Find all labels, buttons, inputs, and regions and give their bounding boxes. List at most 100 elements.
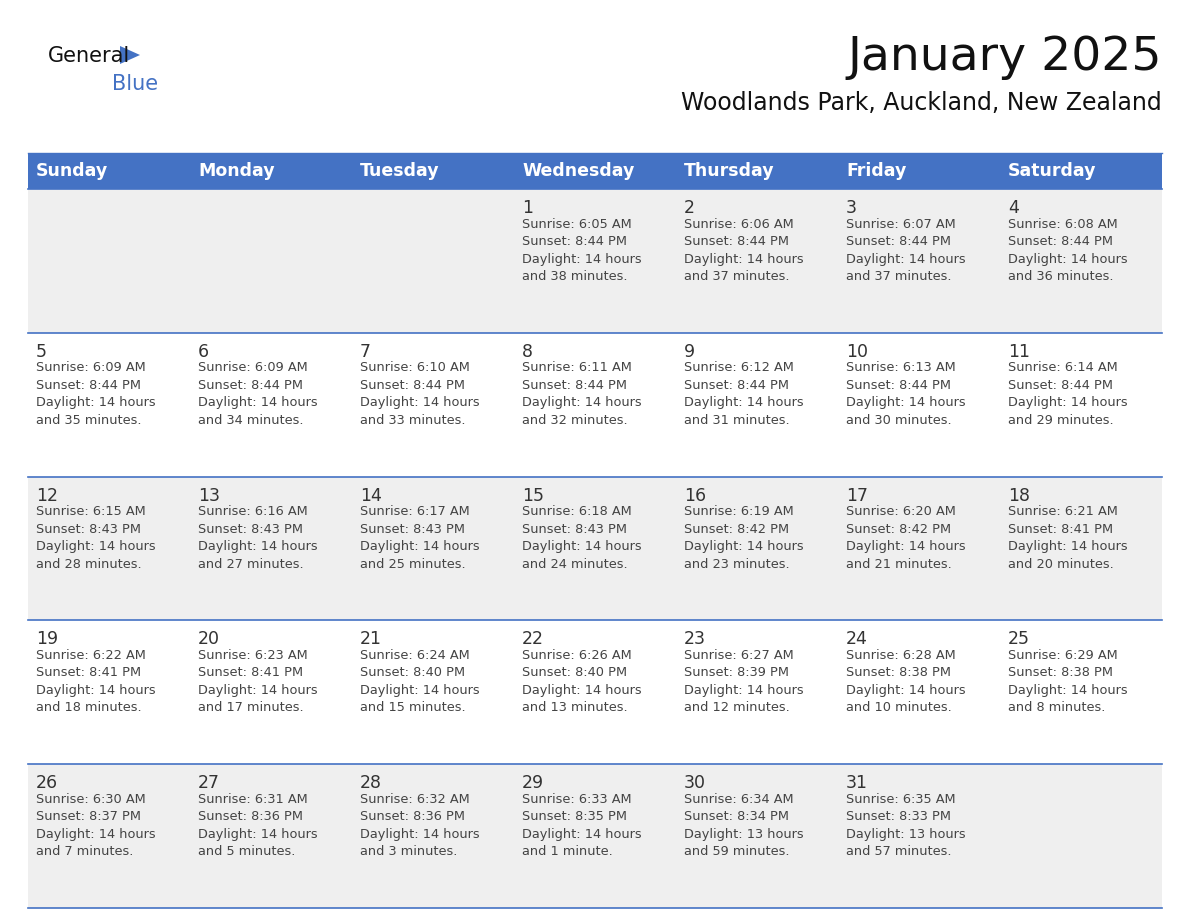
Text: Sunset: 8:41 PM: Sunset: 8:41 PM <box>36 666 141 679</box>
Text: Sunset: 8:38 PM: Sunset: 8:38 PM <box>1007 666 1113 679</box>
Text: 15: 15 <box>522 487 544 505</box>
Text: Daylight: 14 hours: Daylight: 14 hours <box>198 828 317 841</box>
Text: Sunset: 8:44 PM: Sunset: 8:44 PM <box>1007 379 1113 392</box>
Text: Sunrise: 6:16 AM: Sunrise: 6:16 AM <box>198 505 308 518</box>
Text: Daylight: 14 hours: Daylight: 14 hours <box>360 397 480 409</box>
Text: Sunrise: 6:15 AM: Sunrise: 6:15 AM <box>36 505 146 518</box>
Text: January 2025: January 2025 <box>847 36 1162 81</box>
Text: 31: 31 <box>846 774 868 792</box>
Text: Sunset: 8:36 PM: Sunset: 8:36 PM <box>360 811 465 823</box>
Text: 23: 23 <box>684 631 706 648</box>
Text: and 21 minutes.: and 21 minutes. <box>846 557 952 571</box>
Text: Sunrise: 6:23 AM: Sunrise: 6:23 AM <box>198 649 308 662</box>
Text: and 25 minutes.: and 25 minutes. <box>360 557 466 571</box>
Text: and 17 minutes.: and 17 minutes. <box>198 701 304 714</box>
Bar <box>29 764 1162 908</box>
Text: and 27 minutes.: and 27 minutes. <box>198 557 304 571</box>
Text: Sunrise: 6:35 AM: Sunrise: 6:35 AM <box>846 793 955 806</box>
Text: and 31 minutes.: and 31 minutes. <box>684 414 790 427</box>
Text: and 3 minutes.: and 3 minutes. <box>360 845 457 858</box>
Text: Sunrise: 6:09 AM: Sunrise: 6:09 AM <box>198 362 308 375</box>
Text: and 12 minutes.: and 12 minutes. <box>684 701 790 714</box>
Text: Daylight: 14 hours: Daylight: 14 hours <box>522 397 642 409</box>
Text: Sunset: 8:44 PM: Sunset: 8:44 PM <box>522 379 627 392</box>
Text: 14: 14 <box>360 487 381 505</box>
Text: and 57 minutes.: and 57 minutes. <box>846 845 952 858</box>
Text: Daylight: 14 hours: Daylight: 14 hours <box>684 684 803 697</box>
Text: 20: 20 <box>198 631 220 648</box>
Text: 6: 6 <box>198 342 209 361</box>
Text: Daylight: 14 hours: Daylight: 14 hours <box>684 540 803 554</box>
Text: Sunset: 8:44 PM: Sunset: 8:44 PM <box>360 379 465 392</box>
Text: Sunrise: 6:26 AM: Sunrise: 6:26 AM <box>522 649 632 662</box>
Text: 21: 21 <box>360 631 383 648</box>
Text: Daylight: 14 hours: Daylight: 14 hours <box>360 684 480 697</box>
Bar <box>29 189 1162 333</box>
Text: 24: 24 <box>846 631 868 648</box>
Text: Sunset: 8:35 PM: Sunset: 8:35 PM <box>522 811 627 823</box>
Text: Sunrise: 6:11 AM: Sunrise: 6:11 AM <box>522 362 632 375</box>
Text: Daylight: 13 hours: Daylight: 13 hours <box>684 828 803 841</box>
Text: Daylight: 14 hours: Daylight: 14 hours <box>846 252 966 265</box>
Polygon shape <box>120 46 140 64</box>
Text: 27: 27 <box>198 774 220 792</box>
Text: Sunrise: 6:12 AM: Sunrise: 6:12 AM <box>684 362 794 375</box>
Text: and 20 minutes.: and 20 minutes. <box>1007 557 1114 571</box>
Bar <box>29 153 1162 189</box>
Text: Tuesday: Tuesday <box>360 162 440 180</box>
Text: Sunset: 8:44 PM: Sunset: 8:44 PM <box>684 379 789 392</box>
Text: Sunrise: 6:13 AM: Sunrise: 6:13 AM <box>846 362 956 375</box>
Text: Sunrise: 6:08 AM: Sunrise: 6:08 AM <box>1007 218 1118 230</box>
Text: and 18 minutes.: and 18 minutes. <box>36 701 141 714</box>
Text: Sunset: 8:39 PM: Sunset: 8:39 PM <box>684 666 789 679</box>
Text: Daylight: 14 hours: Daylight: 14 hours <box>522 252 642 265</box>
Text: and 36 minutes.: and 36 minutes. <box>1007 270 1113 283</box>
Text: Sunrise: 6:27 AM: Sunrise: 6:27 AM <box>684 649 794 662</box>
Text: Friday: Friday <box>846 162 906 180</box>
Text: Sunrise: 6:14 AM: Sunrise: 6:14 AM <box>1007 362 1118 375</box>
Text: Sunset: 8:33 PM: Sunset: 8:33 PM <box>846 811 952 823</box>
Text: Sunrise: 6:24 AM: Sunrise: 6:24 AM <box>360 649 469 662</box>
Text: Sunrise: 6:07 AM: Sunrise: 6:07 AM <box>846 218 956 230</box>
Text: and 37 minutes.: and 37 minutes. <box>846 270 952 283</box>
Text: and 37 minutes.: and 37 minutes. <box>684 270 790 283</box>
Text: and 1 minute.: and 1 minute. <box>522 845 613 858</box>
Text: Sunrise: 6:34 AM: Sunrise: 6:34 AM <box>684 793 794 806</box>
Text: and 5 minutes.: and 5 minutes. <box>198 845 296 858</box>
Text: Blue: Blue <box>112 74 158 94</box>
Text: and 33 minutes.: and 33 minutes. <box>360 414 466 427</box>
Text: and 8 minutes.: and 8 minutes. <box>1007 701 1105 714</box>
Text: Sunset: 8:42 PM: Sunset: 8:42 PM <box>684 522 789 535</box>
Text: Sunrise: 6:05 AM: Sunrise: 6:05 AM <box>522 218 632 230</box>
Text: Daylight: 14 hours: Daylight: 14 hours <box>846 397 966 409</box>
Text: Sunset: 8:43 PM: Sunset: 8:43 PM <box>36 522 141 535</box>
Text: Sunset: 8:36 PM: Sunset: 8:36 PM <box>198 811 303 823</box>
Text: and 59 minutes.: and 59 minutes. <box>684 845 790 858</box>
Text: 3: 3 <box>846 199 857 217</box>
Text: and 24 minutes.: and 24 minutes. <box>522 557 627 571</box>
Text: Sunset: 8:41 PM: Sunset: 8:41 PM <box>198 666 303 679</box>
Text: Sunset: 8:43 PM: Sunset: 8:43 PM <box>198 522 303 535</box>
Text: and 28 minutes.: and 28 minutes. <box>36 557 141 571</box>
Text: Sunset: 8:44 PM: Sunset: 8:44 PM <box>846 235 952 248</box>
Text: Sunset: 8:44 PM: Sunset: 8:44 PM <box>684 235 789 248</box>
Text: 17: 17 <box>846 487 868 505</box>
Text: Sunset: 8:37 PM: Sunset: 8:37 PM <box>36 811 141 823</box>
Text: Sunset: 8:38 PM: Sunset: 8:38 PM <box>846 666 952 679</box>
Text: Daylight: 14 hours: Daylight: 14 hours <box>684 397 803 409</box>
Text: Sunrise: 6:29 AM: Sunrise: 6:29 AM <box>1007 649 1118 662</box>
Text: Thursday: Thursday <box>684 162 775 180</box>
Text: Sunset: 8:44 PM: Sunset: 8:44 PM <box>1007 235 1113 248</box>
Text: and 29 minutes.: and 29 minutes. <box>1007 414 1113 427</box>
Text: Daylight: 14 hours: Daylight: 14 hours <box>36 684 156 697</box>
Text: Sunrise: 6:28 AM: Sunrise: 6:28 AM <box>846 649 956 662</box>
Text: Sunday: Sunday <box>36 162 108 180</box>
Text: 18: 18 <box>1007 487 1030 505</box>
Text: Daylight: 14 hours: Daylight: 14 hours <box>36 828 156 841</box>
Text: 22: 22 <box>522 631 544 648</box>
Text: 4: 4 <box>1007 199 1019 217</box>
Text: Daylight: 14 hours: Daylight: 14 hours <box>1007 540 1127 554</box>
Text: Daylight: 14 hours: Daylight: 14 hours <box>522 828 642 841</box>
Text: 25: 25 <box>1007 631 1030 648</box>
Bar <box>29 333 1162 476</box>
